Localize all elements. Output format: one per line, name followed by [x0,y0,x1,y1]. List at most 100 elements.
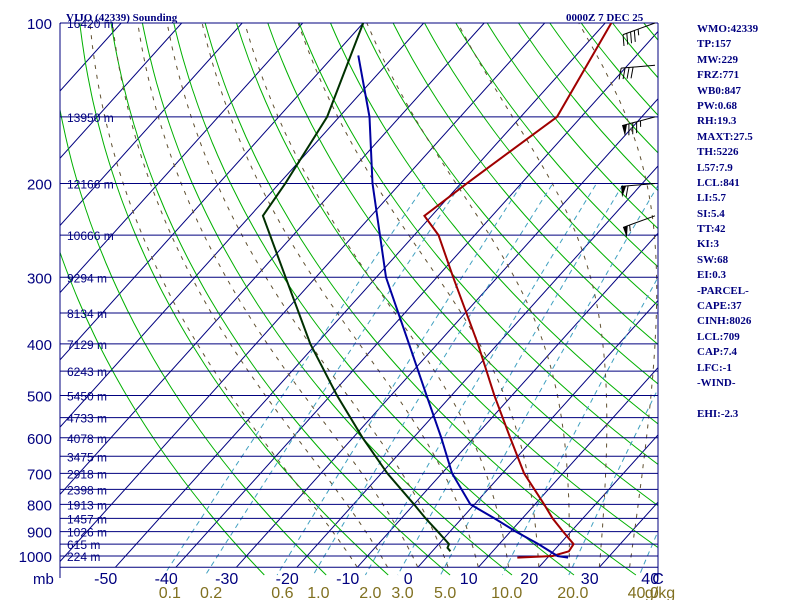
wind-barb-flag [622,124,627,137]
dry-adiabat [60,250,265,576]
isotherm-line [175,30,658,568]
wind-barb-staff [622,215,656,228]
dry-adiabat [361,23,658,385]
mixing-ratio-line [163,184,426,576]
height-label: 1457 m [67,512,107,526]
height-label: 6243 m [67,365,107,379]
dry-adiabat [424,23,658,307]
dry-adiabat [486,23,658,230]
dry-adiabat [298,23,658,466]
wind-barb-half [629,224,631,232]
index-item: LI:5.7 [697,192,727,205]
height-label: 615 m [67,538,100,552]
index-item: SW:68 [697,253,729,266]
index-item: CAPE:37 [697,300,742,313]
pressure-tick-label: 600 [27,431,52,448]
index-item: EHI:-2.3 [697,407,739,420]
height-label: 2398 m [67,483,107,497]
pressure-tick-label: 1000 [19,549,52,566]
wind-barb-staff [622,22,656,36]
index-item: SI:5.4 [697,207,725,220]
wind-barb-full [622,67,626,80]
mixing-ratio-line [205,184,461,576]
dry-adiabat [392,23,658,346]
isotherm-line [60,23,364,361]
index-item: WB0:847 [697,84,741,97]
background-lines [60,23,658,576]
index-item: LFC:-1 [697,361,732,374]
wind-barb-full [630,31,633,44]
isotherm-line [296,165,658,568]
index-item: LCL:709 [697,330,740,343]
dry-adiabat [173,23,575,576]
moist-adiabat [578,23,658,568]
height-label: 13950 m [67,111,114,125]
wind-barb [622,22,656,47]
isotherm-line [60,23,183,159]
isotherm-line [60,23,425,428]
dewpoint-profile [357,55,569,559]
temperature-unit-label: C [652,571,664,588]
pressure-tick-label: 400 [27,337,52,354]
index-item: TT:42 [697,223,726,236]
mixing-ratio-line [364,184,597,576]
isotherm-line [60,23,62,25]
wind-barb-full [630,67,634,79]
index-item: PW:0.68 [697,99,738,112]
pressure-tick-label: 700 [27,466,52,483]
sounding-indices: WMO:42339 TP:157 MW:229 FRZ:771 WB0:847 PW:0.… [697,22,797,422]
moist-adiabat [89,23,358,568]
index-item: TH:5226 [697,146,739,159]
index-item: L57:7.9 [697,161,733,174]
mixing-ratio-tick-label: 5.0 [434,585,456,600]
isobars [59,22,659,578]
station-title: VIJO (42339) Sounding [66,12,178,24]
wind-barb-full [622,34,625,47]
index-item: CAP:7.4 [697,346,738,359]
wind-barb [622,116,656,137]
dry-adiabat [455,23,658,268]
index-item [697,391,797,406]
mixing-ratio-tick-label: 3.0 [391,585,413,600]
height-label: 4078 m [67,432,107,446]
mixing-ratio-tick-label: 1.0 [307,585,329,600]
wind-barb-staff [621,182,656,187]
isotherm-line [60,23,304,294]
mixing-ratio-line [397,184,624,576]
index-item: MAXT:27.5 [697,130,753,143]
temperature-profile [423,23,613,559]
isotherm-line [60,23,243,227]
height-label: 5450 m [67,390,107,404]
mixing-ratio-tick-label: 20.0 [557,585,588,600]
index-item: MW:229 [697,53,738,66]
height-label: 4733 m [67,412,107,426]
dry-adiabat [236,23,658,549]
index-item: CINH:8026 [697,315,752,328]
moist-adiabat [244,23,510,568]
isotherm-line [477,366,658,568]
mixing-ratio-unit-label: g/kg [645,585,675,600]
wind-barbs [618,22,656,238]
index-item: KI:3 [697,238,719,251]
moist-adiabat [166,23,449,568]
temperature-tick-label: 10 [460,571,478,588]
height-label: 224 m [67,550,100,564]
isotherm-line [60,23,546,563]
index-item: WMO:42339 [697,23,759,35]
height-label: 3475 m [67,450,107,464]
height-label: 2918 m [67,467,107,481]
pressure-tick-label: 800 [27,497,52,514]
mixing-ratio-line [312,184,553,576]
mixing-ratio-tick-label: 0.2 [200,585,222,600]
wind-barb [621,182,656,198]
height-label: 1026 m [67,526,107,540]
dry-adiabat [330,23,658,425]
mixing-ratio-tick-label: 40.0 [628,585,659,600]
wind-barb-full [626,67,630,79]
mixing-ratio-tick-label: 0.6 [271,585,293,600]
dry-adiabat [110,23,451,576]
isotherm-line [114,23,606,568]
pressure-tick-label: 300 [27,270,52,287]
wind-barb-full [633,30,636,42]
